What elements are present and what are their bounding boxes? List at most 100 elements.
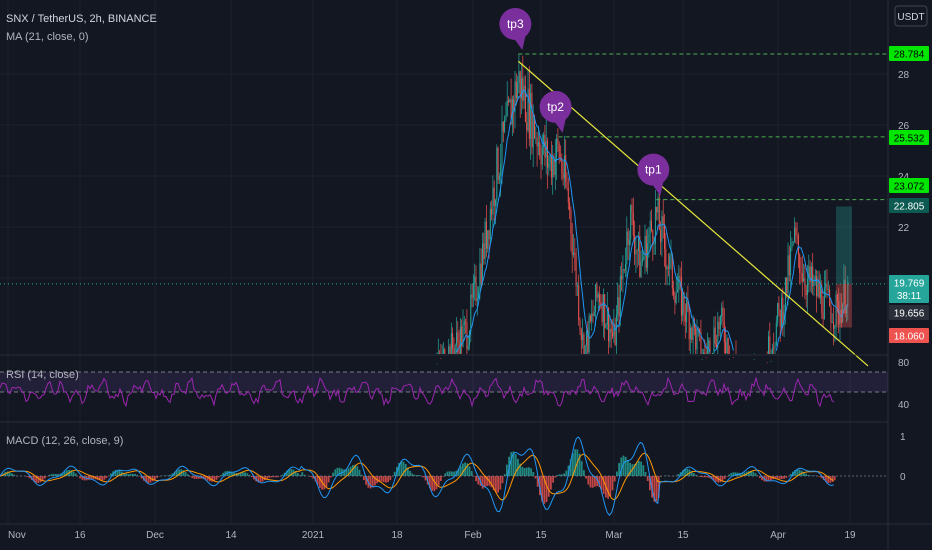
symbol-title: SNX / TetherUS, 2h, BINANCE <box>6 13 157 25</box>
macd-bar <box>310 476 312 478</box>
price-tag-value: 28.784 <box>894 50 925 61</box>
candle-body <box>690 327 691 340</box>
candle-body <box>565 155 567 183</box>
macd-bar <box>552 476 554 483</box>
macd-bar <box>253 476 255 480</box>
macd-bar <box>459 466 462 476</box>
candle-body <box>844 279 846 314</box>
candle-body <box>505 116 507 120</box>
macd-bar <box>363 476 365 481</box>
macd-bar <box>99 476 101 481</box>
price-tag: 25.532 <box>889 130 929 145</box>
time-tick-label: 16 <box>74 530 86 541</box>
macd-bar <box>550 476 552 490</box>
candle-body <box>475 276 477 302</box>
candle-body <box>547 140 548 168</box>
candle-body <box>643 256 645 260</box>
macd-bar <box>151 476 154 482</box>
candle-body <box>462 324 464 347</box>
candle-body <box>826 283 828 290</box>
bar-countdown: 38:11 <box>897 291 922 302</box>
rsi-indicator-label[interactable]: RSI (14, close) <box>6 369 79 381</box>
tp-annotations[interactable]: tp3 tp2 tp1 <box>499 8 670 196</box>
candle-body <box>678 276 680 290</box>
macd-bar <box>26 476 29 477</box>
macd-bar <box>574 449 576 476</box>
candle-body <box>657 197 659 213</box>
candle-body <box>786 277 788 293</box>
currency-button-label[interactable]: USDT <box>897 12 924 23</box>
candle-body <box>531 93 533 148</box>
candle-body <box>805 289 807 296</box>
candle-body <box>571 234 573 255</box>
candle-body <box>478 291 480 299</box>
macd-bar <box>618 463 620 476</box>
ma-segment <box>713 327 734 352</box>
macd-bar <box>554 476 557 478</box>
candle-body <box>645 236 647 268</box>
trendline[interactable] <box>517 60 869 367</box>
tp-bubble-tp1[interactable]: tp1 <box>637 153 670 196</box>
macd-bar <box>103 476 106 480</box>
macd-bar <box>173 471 176 476</box>
tp-bubble-tp3[interactable]: tp3 <box>499 8 532 51</box>
candle-body <box>797 235 799 255</box>
currency-button[interactable]: USDT <box>894 5 928 27</box>
macd-bar <box>578 453 581 476</box>
macd-bar <box>193 476 196 479</box>
candle-body <box>653 243 655 245</box>
macd-bar <box>101 476 103 481</box>
time-axis[interactable]: Nov 16 Dec 14 2021 18 Feb 15 Mar 15 Apr 19 <box>8 530 856 541</box>
candle-body <box>449 346 451 354</box>
macd-bar <box>114 470 117 476</box>
candle-body <box>605 324 607 329</box>
tp-bubble-tp2[interactable]: tp2 <box>539 90 572 133</box>
macd-bar <box>776 476 779 479</box>
ma-indicator-label[interactable]: MA (21, close, 0) <box>6 31 89 43</box>
macd-bar <box>336 467 339 476</box>
macd-bar <box>374 476 376 486</box>
candle-body <box>827 289 829 291</box>
macd-bar <box>220 475 222 476</box>
macd-bar <box>277 476 279 478</box>
currency-button-frame[interactable] <box>894 5 928 27</box>
macd-bar <box>297 473 299 476</box>
macd-bar <box>521 466 524 476</box>
macd-bar <box>156 476 158 478</box>
macd-bar <box>81 476 84 480</box>
macd-bar <box>532 471 535 476</box>
price-tick-label: 24 <box>898 172 910 183</box>
macd-bar <box>620 457 623 476</box>
candle-body <box>493 187 495 206</box>
price-tag-value: 18.060 <box>894 332 925 343</box>
candle-body <box>612 332 613 337</box>
macd-bar <box>657 476 660 498</box>
macd-bar <box>754 473 757 476</box>
candle-body <box>788 255 790 276</box>
candle-body <box>725 342 727 353</box>
candle-body <box>729 358 730 360</box>
price-tick-label: 28 <box>898 70 910 81</box>
candle-body <box>558 143 560 158</box>
candle-body <box>656 207 658 213</box>
candle-body <box>774 345 776 349</box>
candle-body <box>535 137 537 139</box>
candle-body <box>489 208 491 240</box>
candle-body <box>441 353 443 354</box>
candle-body <box>822 312 824 320</box>
candle-body <box>825 283 827 288</box>
price-panel[interactable]: tp3 tp2 tp1 <box>0 8 888 367</box>
macd-panel[interactable] <box>0 436 888 516</box>
macd-bar <box>719 476 722 483</box>
candle-body <box>706 347 708 354</box>
rsi-panel[interactable] <box>0 371 888 408</box>
candle-body <box>597 294 599 298</box>
macd-indicator-label[interactable]: MACD (12, 26, close, 9) <box>6 435 123 447</box>
macd-bar <box>110 473 112 476</box>
macd-bar <box>798 469 801 476</box>
position-box[interactable] <box>0 206 888 328</box>
macd-bar <box>594 476 596 487</box>
candle-body <box>814 276 816 282</box>
macd-bar <box>589 476 592 488</box>
